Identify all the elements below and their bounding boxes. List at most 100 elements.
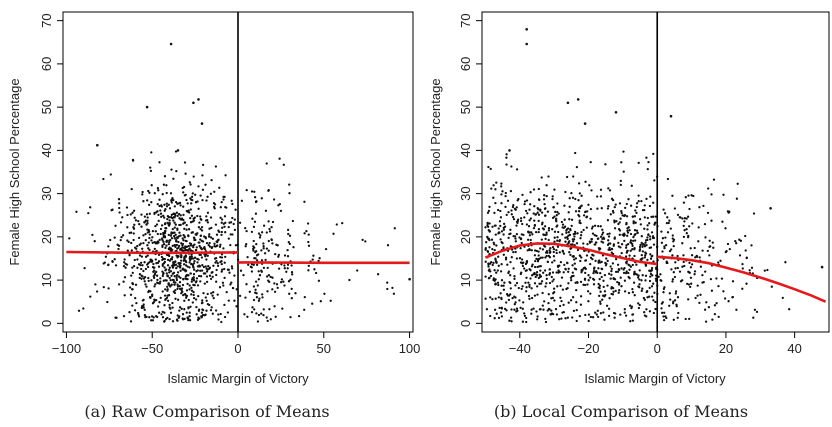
scatter-point (607, 204, 610, 208)
scatter-point (586, 283, 589, 286)
scatter-point (627, 198, 630, 201)
scatter-point (628, 264, 631, 267)
scatter-point (174, 297, 177, 300)
scatter-point (709, 277, 713, 281)
scatter-point (169, 234, 173, 237)
scatter-point (516, 199, 519, 202)
scatter-point (664, 315, 667, 318)
scatter-point (719, 259, 722, 262)
scatter-point (178, 217, 181, 220)
scatter-point (533, 271, 536, 275)
scatter-point (671, 237, 674, 240)
scatter-point (484, 226, 487, 229)
y-tick-label: 10 (458, 273, 473, 287)
scatter-point (255, 312, 258, 315)
scatter-point (500, 185, 503, 188)
scatter-point (297, 314, 301, 318)
scatter-point (551, 271, 555, 274)
scatter-point (189, 183, 192, 186)
scatter-point (204, 183, 207, 186)
scatter-point (201, 198, 204, 202)
scatter-point (586, 242, 589, 246)
scatter-point (547, 301, 550, 305)
scatter-point (204, 219, 208, 222)
scatter-point (175, 243, 179, 247)
scatter-point (218, 186, 221, 189)
scatter-point (682, 260, 685, 264)
scatter-point (163, 175, 167, 178)
scatter-point (146, 265, 150, 269)
scatter-point (644, 251, 647, 254)
scatter-point (501, 190, 504, 193)
scatter-point (549, 247, 552, 250)
scatter-point (163, 216, 166, 219)
scatter-point (224, 221, 227, 224)
scatter-point (266, 319, 269, 323)
scatter-point (491, 225, 494, 228)
scatter-point (511, 205, 515, 209)
scatter-point (625, 223, 628, 226)
scatter-point (502, 253, 505, 256)
scatter-point (535, 273, 538, 276)
scatter-point (567, 211, 570, 214)
scatter-point (223, 315, 227, 319)
scatter-point (688, 207, 691, 211)
scatter-point (172, 177, 175, 180)
scatter-point (589, 276, 592, 279)
scatter-point (158, 238, 161, 242)
scatter-point (529, 277, 532, 280)
scatter-point (651, 274, 654, 277)
scatter-point (134, 283, 138, 286)
scatter-point (689, 266, 693, 269)
scatter-point (492, 196, 495, 199)
scatter-point (652, 243, 656, 246)
scatter-point (196, 200, 199, 203)
scatter-point (165, 191, 168, 195)
scatter-point (755, 310, 759, 314)
scatter-point (677, 311, 680, 315)
scatter-point (233, 218, 236, 221)
scatter-point (576, 248, 580, 252)
scatter-point (148, 316, 151, 319)
scatter-point (532, 226, 536, 230)
scatter-point (608, 246, 611, 250)
y-tick-label: 0 (458, 320, 473, 327)
scatter-point (612, 277, 615, 280)
scatter-point (725, 249, 728, 253)
scatter-point (139, 261, 143, 264)
scatter-point (391, 286, 394, 290)
scatter-point (653, 179, 656, 182)
scatter-point (140, 213, 143, 216)
scatter-point (137, 263, 141, 266)
scatter-point (122, 280, 125, 283)
scatter-point (585, 254, 589, 257)
scatter-point (144, 238, 147, 242)
scatter-point (167, 242, 170, 246)
scatter-point (196, 214, 199, 218)
scatter-point (170, 201, 173, 204)
scatter-point (670, 248, 673, 251)
scatter-point (303, 232, 306, 235)
scatter-point (584, 283, 587, 287)
scatter-point (167, 203, 170, 206)
scatter-point (164, 269, 167, 272)
scatter-point (233, 274, 236, 277)
scatter-point (521, 264, 525, 268)
scatter-point (582, 228, 585, 232)
scatter-point (580, 269, 583, 272)
scatter-point (267, 273, 271, 277)
scatter-point (213, 190, 216, 193)
x-tick-label: 40 (787, 341, 801, 356)
scatter-point (142, 200, 145, 203)
scatter-point (523, 267, 526, 270)
scatter-point (205, 270, 209, 273)
scatter-point (564, 236, 567, 239)
scatter-point (200, 122, 204, 125)
scatter-point (142, 277, 146, 280)
scatter-point (529, 269, 532, 272)
scatter-point (633, 215, 637, 218)
scatter-point (601, 228, 604, 231)
scatter-point (118, 202, 121, 205)
scatter-point (165, 227, 168, 230)
scatter-point (514, 240, 517, 243)
